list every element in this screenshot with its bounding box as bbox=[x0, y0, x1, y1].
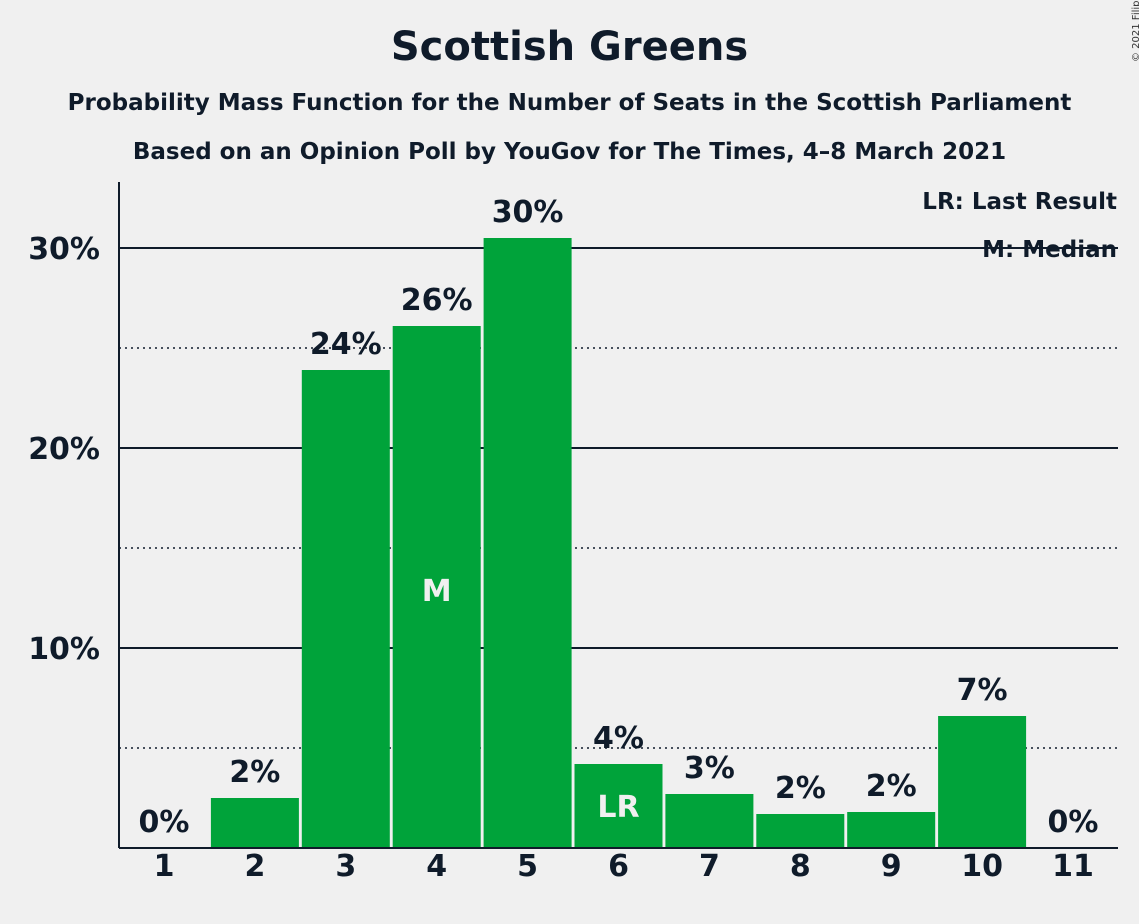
bar bbox=[938, 716, 1027, 848]
bar-value-label: 3% bbox=[684, 751, 735, 786]
legend-entry: LR: Last Result bbox=[922, 189, 1117, 215]
x-tick-label: 2 bbox=[244, 849, 265, 884]
bar-value-label: 2% bbox=[775, 771, 826, 806]
x-tick-label: 3 bbox=[335, 849, 356, 884]
x-tick-label: 7 bbox=[699, 849, 720, 884]
chart-subtitle-source: Based on an Opinion Poll by YouGov for T… bbox=[132, 139, 1007, 165]
x-tick-label: 8 bbox=[790, 849, 811, 884]
bar bbox=[756, 814, 845, 848]
bar bbox=[483, 238, 572, 848]
bar-value-label: 30% bbox=[492, 195, 564, 230]
y-tick-label: 30% bbox=[28, 232, 100, 267]
bar-marker-lr: LR bbox=[597, 790, 639, 825]
legend: LR: Last Result M: Median bbox=[922, 189, 1117, 263]
labels: 10% 20% 30% 0% 1 2% 2 24% 3 26% 4 M 30% 5 4% 6 LR 3% 7 2% 8 2… bbox=[28, 195, 1098, 884]
chart-title: Scottish Greens bbox=[390, 24, 749, 70]
x-tick-label: 5 bbox=[517, 849, 538, 884]
x-tick-label: 9 bbox=[881, 849, 902, 884]
bar bbox=[392, 326, 481, 848]
x-tick-label: 10 bbox=[961, 849, 1003, 884]
bar-value-label: 4% bbox=[593, 721, 644, 756]
x-tick-label: 6 bbox=[608, 849, 629, 884]
bar-value-label: 0% bbox=[139, 805, 190, 840]
x-tick-label: 11 bbox=[1052, 849, 1094, 884]
bar-value-label: 2% bbox=[229, 755, 280, 790]
bar-value-label: 0% bbox=[1048, 805, 1099, 840]
bar-marker-m: M bbox=[422, 574, 452, 609]
bar bbox=[210, 798, 299, 848]
legend-entry: M: Median bbox=[982, 237, 1117, 263]
bar bbox=[574, 764, 663, 848]
y-tick-label: 10% bbox=[28, 632, 100, 667]
x-tick-label: 4 bbox=[426, 849, 447, 884]
bar bbox=[301, 370, 390, 848]
bar bbox=[847, 812, 936, 848]
bar bbox=[665, 794, 754, 848]
bar-value-label: 26% bbox=[401, 283, 473, 318]
bar-value-label: 7% bbox=[957, 673, 1008, 708]
chart-subtitle: Probability Mass Function for the Number… bbox=[67, 90, 1072, 116]
axes bbox=[118, 182, 1118, 849]
y-tick-label: 20% bbox=[28, 432, 100, 467]
gridlines bbox=[119, 247, 1118, 749]
bars bbox=[210, 238, 1027, 848]
bar-value-label: 2% bbox=[866, 769, 917, 804]
bar-value-label: 24% bbox=[310, 327, 382, 362]
x-tick-label: 1 bbox=[154, 849, 175, 884]
